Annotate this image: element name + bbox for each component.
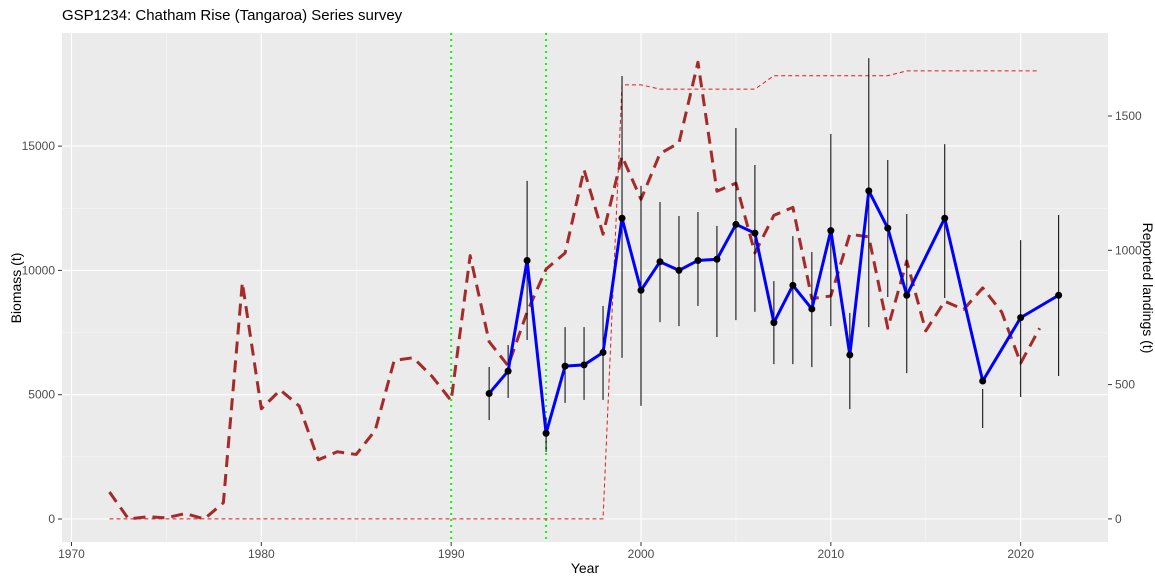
data-point: [485, 389, 493, 397]
data-point: [979, 377, 987, 385]
data-point: [656, 258, 664, 266]
data-point: [846, 351, 854, 359]
y-tick-label: 10000: [22, 263, 56, 277]
x-tick-label: 1980: [248, 547, 275, 561]
data-point: [713, 255, 721, 263]
data-line: [109, 70, 1040, 520]
x-tick-label: 1990: [438, 547, 465, 561]
data-point: [675, 266, 683, 274]
y2-tick-label: 1500: [1115, 109, 1142, 123]
x-tick-label: 2000: [628, 547, 655, 561]
y2-tick-label: 500: [1115, 378, 1135, 392]
data-point: [770, 319, 778, 327]
data-point: [789, 281, 797, 289]
data-point: [599, 348, 607, 356]
data-point: [827, 227, 835, 235]
data-point: [751, 229, 759, 237]
y2-tick-label: 1000: [1115, 243, 1142, 257]
data-point: [637, 286, 645, 294]
data-point: [1017, 314, 1025, 322]
data-point: [542, 429, 550, 437]
x-axis-label: Year: [571, 560, 600, 576]
panel: [62, 33, 1108, 542]
y-tick-label: 0: [48, 512, 55, 526]
data-point: [732, 220, 740, 228]
chart-title: GSP1234: Chatham Rise (Tangaroa) Series …: [62, 7, 403, 24]
y-tick-label: 15000: [22, 139, 56, 153]
data-point: [1055, 291, 1063, 299]
data-point: [504, 367, 512, 375]
data-point: [941, 214, 949, 222]
data-point: [694, 256, 702, 264]
x-tick-label: 1970: [58, 547, 85, 561]
data-point: [561, 362, 569, 370]
data-point: [580, 361, 588, 369]
data-point: [903, 291, 911, 299]
data-point: [618, 214, 626, 222]
data-point: [884, 224, 892, 232]
x-tick-label: 2020: [1007, 547, 1034, 561]
data-point: [523, 256, 531, 264]
x-tick-label: 2010: [817, 547, 844, 561]
y2-axis-label: Reported landings (t): [1140, 223, 1155, 354]
y-tick-label: 5000: [28, 388, 55, 402]
data-point: [808, 305, 816, 313]
y-axis-label: Biomass (t): [8, 253, 24, 324]
data-point: [865, 187, 873, 195]
y2-tick-label: 0: [1115, 512, 1122, 526]
